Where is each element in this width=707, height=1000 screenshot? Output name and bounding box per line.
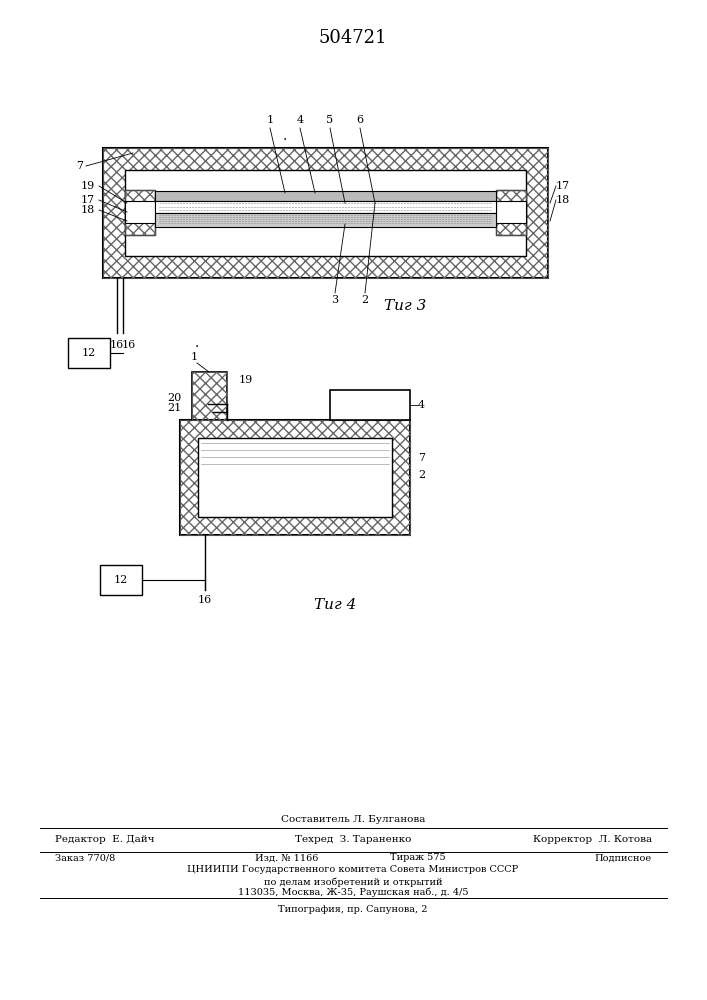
Text: 7: 7 bbox=[76, 161, 83, 171]
Text: 3: 3 bbox=[332, 295, 339, 305]
Text: 2: 2 bbox=[418, 470, 425, 480]
Text: Техред  З. Тараненко: Техред З. Тараненко bbox=[295, 836, 411, 844]
Bar bbox=[125, 190, 155, 235]
Text: ЦНИИПИ Государственного комитета Совета Министров СССР: ЦНИИПИ Государственного комитета Совета … bbox=[187, 865, 519, 874]
Text: 19: 19 bbox=[239, 375, 253, 385]
Text: по делам изобретений и открытий: по делам изобретений и открытий bbox=[264, 877, 443, 887]
Bar bbox=[100, 565, 142, 595]
Text: Изд. № 1166: Изд. № 1166 bbox=[255, 854, 318, 862]
Bar bbox=[125, 170, 526, 256]
Text: 12: 12 bbox=[82, 348, 96, 358]
Bar bbox=[192, 372, 227, 420]
Text: 17: 17 bbox=[81, 195, 95, 205]
Bar bbox=[125, 190, 155, 235]
Bar bbox=[103, 148, 548, 278]
Text: 18: 18 bbox=[556, 195, 571, 205]
Text: Заказ 770/8: Заказ 770/8 bbox=[55, 854, 115, 862]
Text: 16: 16 bbox=[122, 340, 136, 350]
Text: 1: 1 bbox=[190, 352, 197, 362]
Text: 12: 12 bbox=[114, 575, 128, 585]
Text: Τиг 4: Τиг 4 bbox=[314, 598, 356, 612]
Text: Τиг 3: Τиг 3 bbox=[384, 299, 426, 313]
Text: 16: 16 bbox=[198, 595, 212, 605]
Bar bbox=[68, 338, 110, 368]
Text: Редактор  Е. Дайч: Редактор Е. Дайч bbox=[55, 836, 155, 844]
Text: 113035, Москва, Ж-35, Раушская наб., д. 4/5: 113035, Москва, Ж-35, Раушская наб., д. … bbox=[238, 887, 468, 897]
Text: 4: 4 bbox=[296, 115, 303, 125]
Text: ·: · bbox=[195, 340, 199, 354]
Text: 4: 4 bbox=[418, 400, 425, 410]
Text: 20: 20 bbox=[168, 393, 182, 403]
Text: 2: 2 bbox=[361, 295, 368, 305]
Bar bbox=[103, 148, 548, 278]
Bar bbox=[496, 190, 526, 235]
Bar bbox=[192, 372, 227, 420]
Text: Подписное: Подписное bbox=[595, 854, 652, 862]
Bar bbox=[180, 420, 410, 535]
Bar bbox=[155, 191, 496, 201]
Bar bbox=[496, 201, 526, 223]
Bar bbox=[198, 438, 392, 517]
Text: Типография, пр. Сапунова, 2: Типография, пр. Сапунова, 2 bbox=[279, 906, 428, 914]
Text: 18: 18 bbox=[81, 205, 95, 215]
Bar bbox=[496, 190, 526, 235]
Text: Корректор  Л. Котова: Корректор Л. Котова bbox=[533, 836, 652, 844]
Bar bbox=[155, 213, 496, 227]
Text: 504721: 504721 bbox=[319, 29, 387, 47]
Bar bbox=[180, 420, 410, 535]
Text: ·: · bbox=[283, 133, 287, 147]
Bar bbox=[125, 201, 155, 223]
Bar bbox=[330, 390, 410, 420]
Bar bbox=[155, 201, 496, 213]
Text: 21: 21 bbox=[168, 403, 182, 413]
Text: 1: 1 bbox=[267, 115, 274, 125]
Text: 19: 19 bbox=[81, 181, 95, 191]
Text: 16: 16 bbox=[110, 340, 124, 350]
Text: Тираж 575: Тираж 575 bbox=[390, 854, 445, 862]
Text: 5: 5 bbox=[327, 115, 334, 125]
Text: 6: 6 bbox=[356, 115, 363, 125]
Text: 17: 17 bbox=[556, 181, 570, 191]
Text: Составитель Л. Булганова: Составитель Л. Булганова bbox=[281, 816, 425, 824]
Text: 7: 7 bbox=[418, 453, 425, 463]
